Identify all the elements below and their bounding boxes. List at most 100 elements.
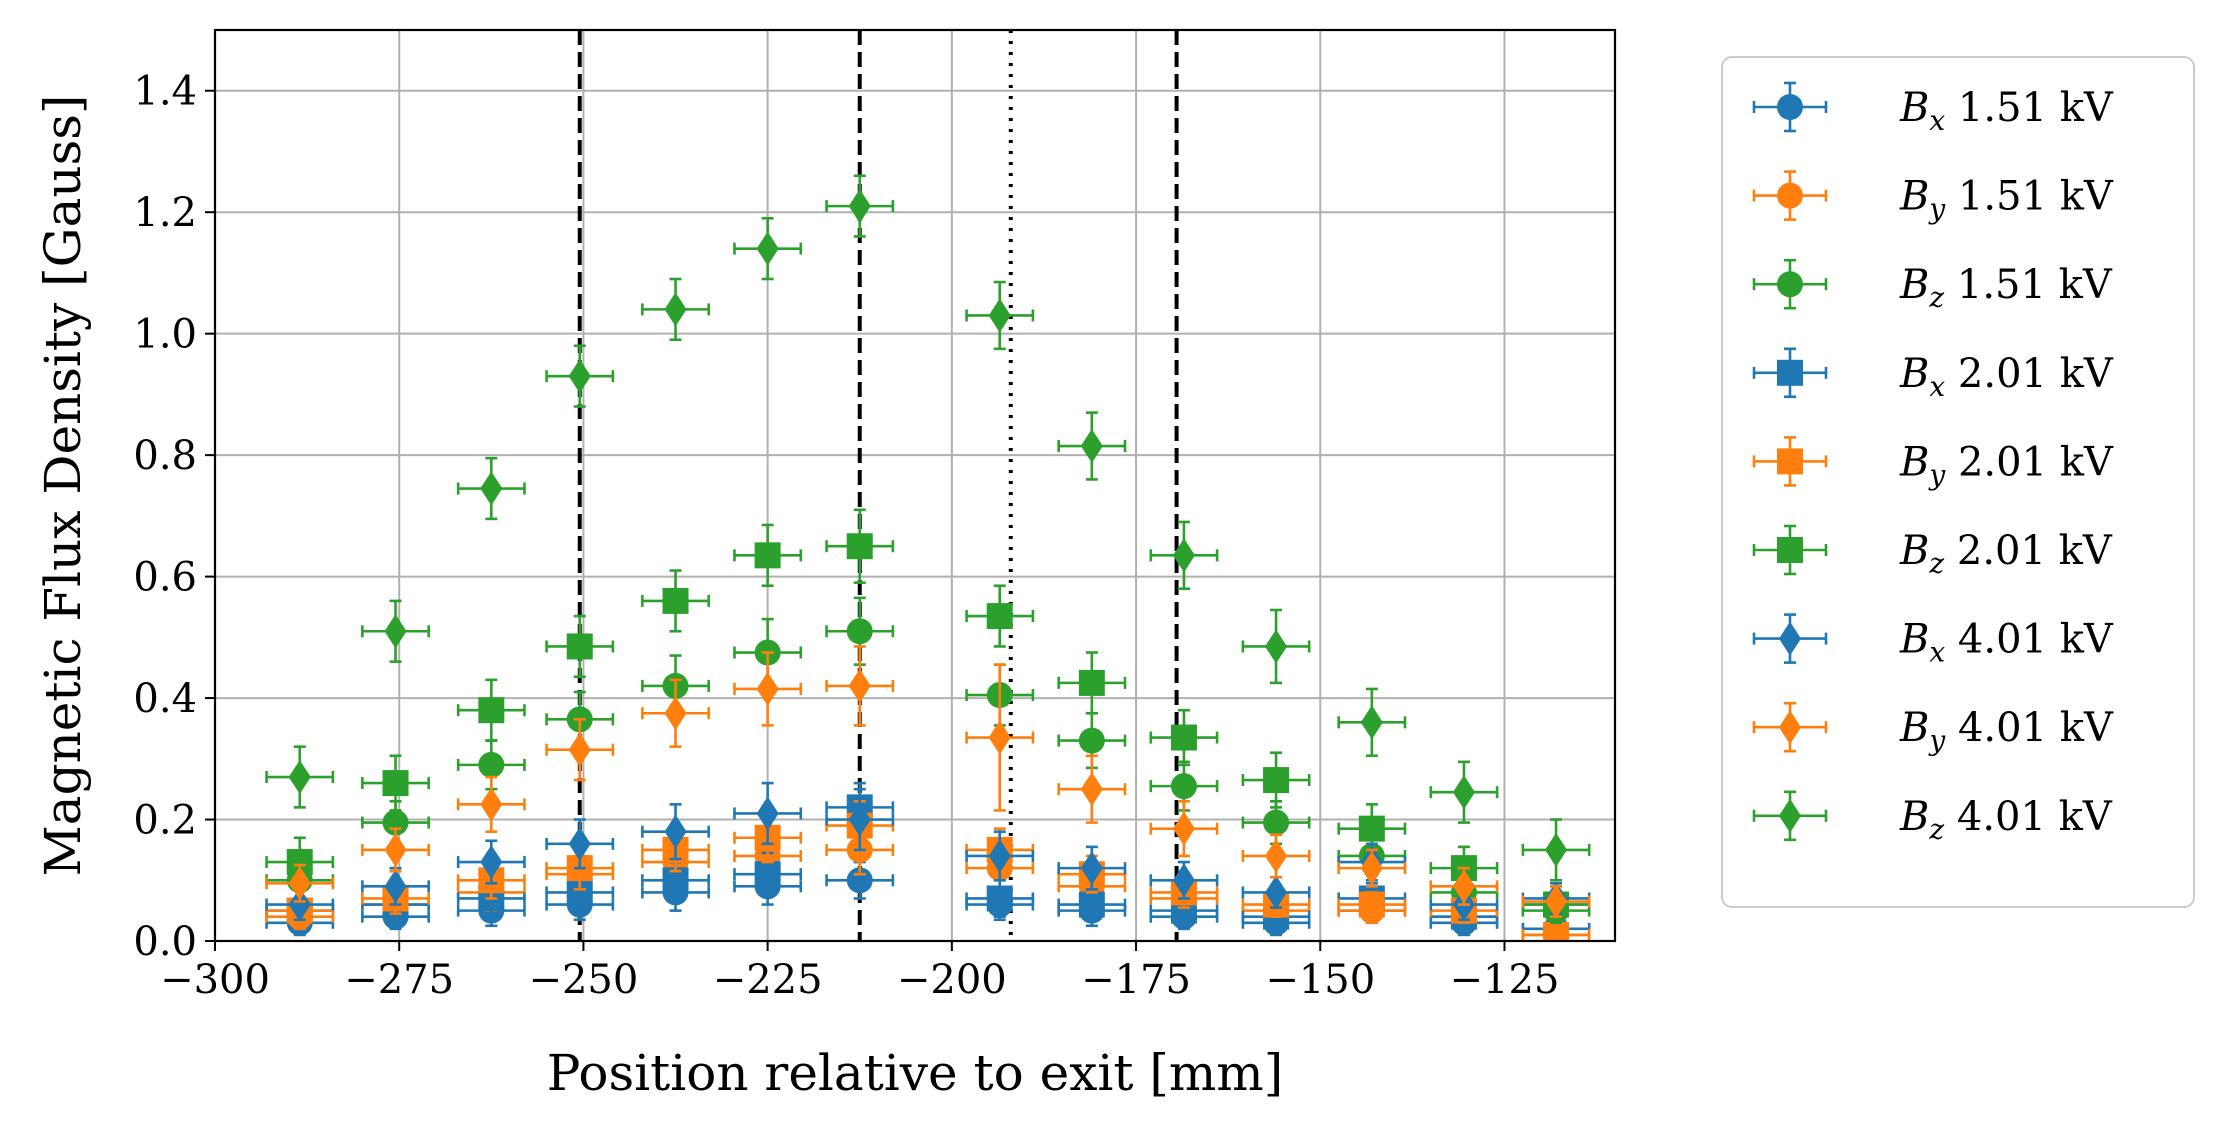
data-point xyxy=(288,887,311,922)
data-point xyxy=(754,861,781,888)
legend-voltage: 2.01 kV xyxy=(1945,439,2114,485)
legend-symbol: B xyxy=(1899,439,1929,485)
legend-symbol: B xyxy=(1899,528,1929,574)
data-point xyxy=(1543,921,1570,941)
legend-entry: Bx 2.01 kV xyxy=(1752,347,2114,403)
legend-label: By 4.01 kV xyxy=(1899,705,2114,757)
data-point xyxy=(384,869,407,904)
axis-ticks: −300 −275 −250 −225 −200 −175 −150 −125 0.0 0.2 0.… xyxy=(133,69,1559,1003)
legend-symbol: B xyxy=(1899,794,1929,840)
data-point xyxy=(1265,838,1288,873)
data-series xyxy=(265,174,1591,941)
data-point xyxy=(1078,727,1105,754)
legend-marker xyxy=(1777,359,1803,386)
data-point xyxy=(988,298,1011,333)
legend-label: Bx 1.51 kV xyxy=(1899,85,2114,137)
legend-label: By 2.01 kV xyxy=(1899,439,2114,491)
data-point xyxy=(846,618,873,645)
legend-label: Bx 2.01 kV xyxy=(1899,351,2114,403)
legend-label: Bz 4.01 kV xyxy=(1899,794,2113,846)
series-y-diamond xyxy=(265,645,1591,919)
y-tick-label: 0.0 xyxy=(133,919,197,965)
data-point xyxy=(756,671,779,706)
data-point xyxy=(848,802,871,837)
legend-subscript: z xyxy=(1928,281,1944,314)
data-point xyxy=(1172,811,1195,846)
data-point xyxy=(288,866,311,901)
legend-symbol: B xyxy=(1899,262,1929,308)
legend-box xyxy=(1721,56,2195,908)
x-tick-label: −300 xyxy=(160,957,270,1003)
x-axis-title: Position relative to exit [mm] xyxy=(547,1044,1283,1102)
data-point xyxy=(756,231,779,266)
data-point xyxy=(1263,767,1290,794)
data-point xyxy=(480,787,503,822)
x-tick-label: −275 xyxy=(344,957,454,1003)
data-point xyxy=(384,614,407,649)
series-z-circle xyxy=(265,596,1591,925)
legend-entry: Bx 1.51 kV xyxy=(1752,81,2114,137)
data-point xyxy=(382,770,409,797)
data-point xyxy=(1080,772,1103,807)
legend-symbol: B xyxy=(1899,174,1929,220)
legend-marker xyxy=(1777,182,1803,209)
data-point xyxy=(1358,891,1385,918)
legend-voltage: 4.01 kV xyxy=(1944,794,2113,840)
series-z-diamond xyxy=(265,174,1591,882)
legend-symbol: B xyxy=(1899,85,1929,131)
x-tick-label: −150 xyxy=(1265,957,1375,1003)
data-point xyxy=(1172,538,1195,573)
y-tick-label: 0.6 xyxy=(133,555,197,601)
data-point xyxy=(1170,724,1197,751)
legend-entry: Bz 4.01 kV xyxy=(1752,790,2113,846)
data-point xyxy=(1078,669,1105,696)
x-tick-label: −125 xyxy=(1450,957,1560,1003)
data-point xyxy=(662,587,689,614)
y-tick-label: 0.4 xyxy=(133,676,197,722)
legend-symbol: B xyxy=(1899,351,1929,397)
legend-voltage: 4.01 kV xyxy=(1945,617,2114,663)
data-point xyxy=(848,189,871,224)
legend-label: By 1.51 kV xyxy=(1899,174,2114,226)
data-point xyxy=(382,809,409,836)
x-tick-label: −225 xyxy=(713,957,823,1003)
legend-subscript: y xyxy=(1927,193,1946,226)
data-point xyxy=(480,471,503,506)
data-point xyxy=(1358,815,1385,842)
data-point xyxy=(566,633,593,660)
legend-subscript: y xyxy=(1927,458,1946,491)
legend-marker xyxy=(1777,537,1803,563)
legend-entry: Bz 1.51 kV xyxy=(1752,258,2113,314)
data-point xyxy=(288,760,311,795)
legend-marker xyxy=(1777,448,1803,475)
legend-symbol: B xyxy=(1899,705,1929,751)
data-point xyxy=(478,697,505,724)
legend-marker xyxy=(1779,621,1801,656)
data-point xyxy=(568,826,591,861)
legend-subscript: y xyxy=(1927,724,1946,757)
legend-voltage: 2.01 kV xyxy=(1944,528,2113,574)
data-point xyxy=(1263,809,1290,836)
y-tick-label: 0.8 xyxy=(133,433,197,479)
data-point xyxy=(664,814,687,849)
data-point xyxy=(1172,863,1195,898)
data-point xyxy=(1080,851,1103,886)
data-point xyxy=(1360,851,1383,886)
data-point xyxy=(846,867,873,894)
legend-entry: By 2.01 kV xyxy=(1752,436,2114,491)
data-point xyxy=(480,845,503,880)
legend-entry: Bz 2.01 kV xyxy=(1752,524,2113,580)
data-point xyxy=(1360,705,1383,740)
legend-entry: Bx 4.01 kV xyxy=(1752,613,2114,669)
data-point xyxy=(846,533,873,560)
legend-voltage: 1.51 kV xyxy=(1945,174,2114,220)
legend-subscript: z xyxy=(1928,813,1944,846)
legend-subscript: x xyxy=(1929,636,1945,669)
legend-marker xyxy=(1777,271,1803,298)
data-point xyxy=(1080,429,1103,464)
data-point xyxy=(568,732,591,767)
legend-subscript: x xyxy=(1929,370,1945,403)
legend-voltage: 1.51 kV xyxy=(1944,262,2113,308)
